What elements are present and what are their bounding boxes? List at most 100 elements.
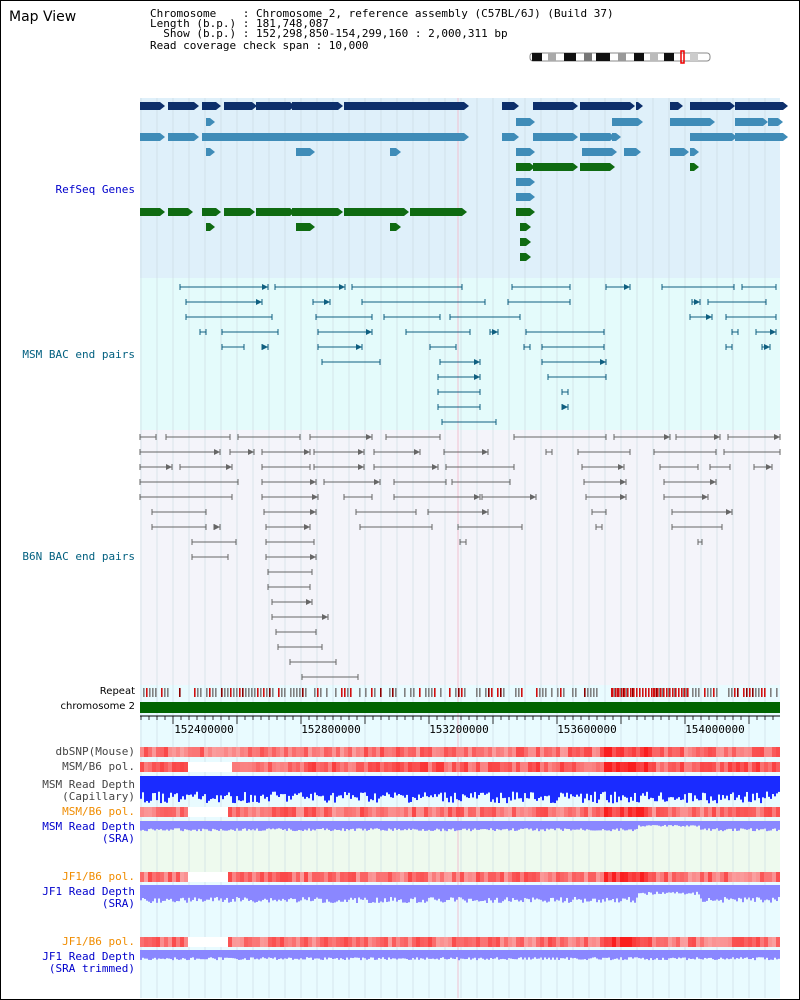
msm-depth-capillary-bar bbox=[588, 776, 590, 801]
jf1-depth-sra-bar bbox=[352, 885, 354, 900]
jf1-b6-pol-2-cell bbox=[692, 937, 696, 947]
jf1-depth-sra-bar bbox=[418, 885, 420, 903]
jf1-b6-pol-2-cell bbox=[448, 937, 452, 947]
dbsnp-cell bbox=[724, 747, 728, 757]
jf1-depth-trim-bar bbox=[280, 950, 282, 959]
jf1-b6-pol-2-cell bbox=[340, 937, 344, 947]
jf1-depth-sra-bar bbox=[536, 885, 538, 899]
dbsnp-label[interactable]: dbSNP(Mouse) bbox=[55, 745, 135, 758]
jf1-b6-pol-2-cell bbox=[300, 937, 304, 947]
jf1-depth-trim-bar bbox=[386, 950, 388, 960]
b6n-bac-pair-arrow bbox=[664, 434, 670, 440]
msm-depth-sra-bar bbox=[528, 821, 530, 830]
jf1-b6-pol-2-cell bbox=[264, 937, 268, 947]
jf1-depth-sra-label-1[interactable]: JF1 Read Depth bbox=[42, 885, 135, 898]
jf1-depth-trim-bar bbox=[330, 950, 332, 958]
jf1-depth-sra-bar bbox=[412, 885, 414, 900]
jf1-depth-sra-bar bbox=[276, 885, 278, 902]
jf1-b6-pol-cell bbox=[204, 872, 208, 882]
jf1-b6-pol-2-cell bbox=[616, 937, 620, 947]
jf1-depth-trim-bar bbox=[494, 950, 496, 959]
msm-b6-pol-cell bbox=[412, 762, 416, 772]
msm-b6-pol-2-cell bbox=[424, 807, 428, 817]
jf1-depth-sra-bar bbox=[308, 885, 310, 898]
jf1-b6-pol-2-cell bbox=[672, 937, 676, 947]
repeat-element bbox=[491, 688, 493, 697]
msm-b6-pol-cell bbox=[516, 762, 520, 772]
jf1-b6-pol-cell bbox=[552, 872, 556, 882]
msm-depth-capillary-bar bbox=[584, 776, 586, 799]
repeat-element bbox=[662, 688, 664, 697]
repeat-element bbox=[260, 688, 262, 697]
jf1-depth-sra-bar bbox=[580, 885, 582, 900]
msm-b6-pol-cell bbox=[280, 762, 284, 772]
jf1-b6-pol-label-2[interactable]: JF1/B6 pol. bbox=[62, 935, 135, 948]
msm-depth-sra-bar bbox=[644, 821, 646, 827]
jf1-b6-pol-2-cell bbox=[180, 937, 184, 947]
b6n-bac-pair-arrow bbox=[374, 479, 380, 485]
msm-depth-capillary-bar bbox=[586, 776, 588, 794]
jf1-depth-sra-bar bbox=[566, 885, 568, 898]
jf1-b6-pol-cell bbox=[668, 872, 672, 882]
jf1-depth-trim-bar bbox=[254, 950, 256, 960]
jf1-depth-trim-bar bbox=[432, 950, 434, 959]
msm-b6-pol-2-cell bbox=[272, 807, 276, 817]
jf1-depth-sra-bar bbox=[334, 885, 336, 903]
jf1-b6-pol-cell bbox=[764, 872, 768, 882]
msm-depth-sra-bar bbox=[264, 821, 266, 831]
jf1-depth-sra-bar bbox=[350, 885, 352, 898]
msm-b6-pol-label-2[interactable]: MSM/B6 pol. bbox=[62, 805, 135, 818]
msm-b6-pol-2-cell bbox=[256, 807, 260, 817]
jf1-b6-pol-cell bbox=[280, 872, 284, 882]
msm-depth-capillary-bar bbox=[148, 776, 150, 803]
dbsnp-cell bbox=[552, 747, 556, 757]
refseq-genes-label[interactable]: RefSeq Genes bbox=[55, 183, 135, 196]
msm-depth-sra-bar bbox=[666, 821, 668, 827]
msm-depth-sra-bar bbox=[152, 821, 154, 830]
repeat-element bbox=[575, 688, 577, 697]
msm-depth-sra-bar bbox=[234, 821, 236, 831]
msm-depth-capillary-bar bbox=[392, 776, 394, 798]
jf1-depth-sra-bar bbox=[584, 885, 586, 899]
dbsnp-cell bbox=[180, 747, 184, 757]
jf1-b6-pol-2-cell bbox=[280, 937, 284, 947]
jf1-b6-pol-2-cell bbox=[764, 937, 768, 947]
dbsnp-cell bbox=[520, 747, 524, 757]
msm-depth-capillary-bar bbox=[180, 776, 182, 800]
msm-depth-cap-label-1[interactable]: MSM Read Depth bbox=[42, 778, 135, 791]
jf1-depth-sra-bar bbox=[210, 885, 212, 898]
jf1-depth-sra-bar bbox=[184, 885, 186, 901]
jf1-depth-trim-bar bbox=[290, 950, 292, 958]
jf1-depth-trim-bar bbox=[146, 950, 148, 959]
jf1-depth-trim-bar bbox=[590, 950, 592, 959]
msm-depth-capillary-bar bbox=[202, 776, 204, 797]
jf1-b6-pol-2-cell bbox=[548, 937, 552, 947]
msm-b6-pol-cell bbox=[448, 762, 452, 772]
jf1-b6-pol-cell bbox=[600, 872, 604, 882]
msm-b6-pol-cell bbox=[504, 762, 508, 772]
jf1-depth-sra-bar bbox=[678, 885, 680, 894]
jf1-depth-sra-bar bbox=[274, 885, 276, 900]
jf1-depth-sra-bar bbox=[176, 885, 178, 902]
jf1-b6-pol-cell bbox=[268, 872, 272, 882]
msm-depth-capillary-bar bbox=[624, 776, 626, 797]
msm-bac-label[interactable]: MSM BAC end pairs bbox=[22, 348, 135, 361]
msm-depth-sra-bar bbox=[200, 821, 202, 832]
jf1-depth-sra-bar bbox=[424, 885, 426, 903]
jf1-depth-trim-label-1[interactable]: JF1 Read Depth bbox=[42, 950, 135, 963]
jf1-b6-pol-label[interactable]: JF1/B6 pol. bbox=[62, 870, 135, 883]
msm-b6-pol-2-cell bbox=[368, 807, 372, 817]
jf1-depth-trim-bar bbox=[718, 950, 720, 960]
dbsnp-cell bbox=[684, 747, 688, 757]
msm-depth-capillary-bar bbox=[252, 776, 254, 802]
b6n-bac-label[interactable]: B6N BAC end pairs bbox=[22, 550, 135, 563]
msm-depth-sra-label-1[interactable]: MSM Read Depth bbox=[42, 820, 135, 833]
dbsnp-cell bbox=[644, 747, 648, 757]
jf1-depth-trim-bar bbox=[484, 950, 486, 960]
msm-b6-pol-label[interactable]: MSM/B6 pol. bbox=[62, 760, 135, 773]
jf1-b6-pol-2-cell bbox=[636, 937, 640, 947]
jf1-b6-pol-cell bbox=[296, 872, 300, 882]
jf1-b6-pol-2-cell bbox=[552, 937, 556, 947]
jf1-b6-pol-cell bbox=[508, 872, 512, 882]
